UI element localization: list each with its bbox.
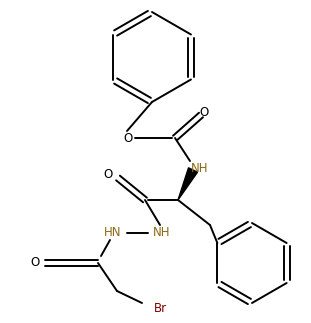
Text: HN: HN	[104, 226, 122, 239]
Text: O: O	[103, 169, 113, 182]
Text: O: O	[123, 131, 132, 144]
Text: O: O	[199, 107, 209, 120]
Text: O: O	[30, 256, 39, 269]
Text: NH: NH	[153, 226, 171, 239]
Polygon shape	[178, 168, 197, 200]
Text: NH: NH	[191, 162, 209, 174]
Text: Br: Br	[153, 301, 167, 315]
